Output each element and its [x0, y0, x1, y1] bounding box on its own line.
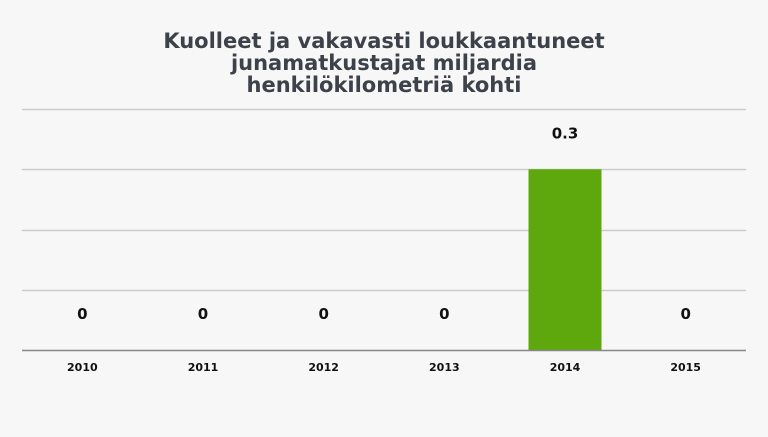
chart-title-line-1: Kuolleet ja vakavasti loukkaantuneet [163, 29, 605, 53]
chart-title-line-2: junamatkustajat miljardia [230, 51, 538, 75]
data-label-2015: 0 [680, 305, 690, 323]
data-label-2010: 0 [77, 305, 87, 323]
x-tick-label-2010: 2010 [67, 361, 98, 374]
data-label-2012: 0 [318, 305, 328, 323]
data-labels: 0 0 0 0 0.3 0 [77, 124, 691, 323]
x-tick-labels: 2010 2011 2012 2013 2014 2015 [67, 361, 701, 374]
bar-2014 [528, 169, 602, 350]
data-label-2013: 0 [439, 305, 449, 323]
x-tick-label-2011: 2011 [188, 361, 219, 374]
data-label-2011: 0 [198, 305, 208, 323]
x-tick-label-2012: 2012 [308, 361, 339, 374]
x-tick-label-2015: 2015 [670, 361, 701, 374]
x-tick-label-2013: 2013 [429, 361, 460, 374]
data-label-2014: 0.3 [552, 124, 579, 142]
gridlines [22, 108, 746, 292]
x-tick-label-2014: 2014 [550, 361, 581, 374]
chart-title-line-3: henkilökilometriä kohti [246, 73, 522, 97]
bars [528, 169, 602, 350]
chart-title: Kuolleet ja vakavasti loukkaantuneet jun… [0, 30, 768, 96]
